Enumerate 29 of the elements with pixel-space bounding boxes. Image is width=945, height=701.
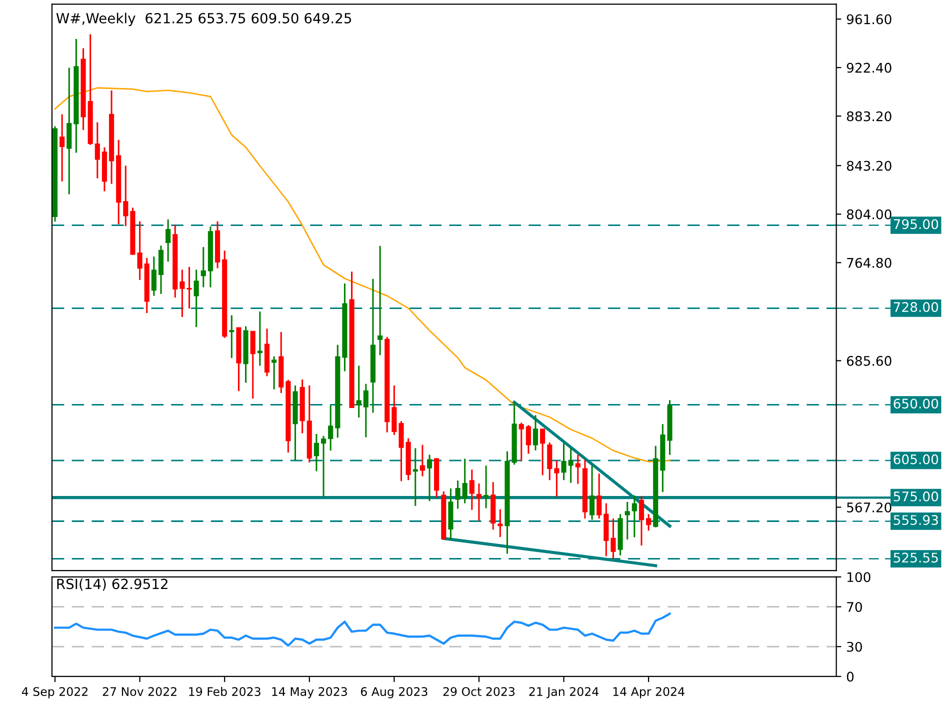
x-tick-label: 29 Oct 2023 xyxy=(443,687,515,696)
y-tick-label: 100 xyxy=(847,572,870,582)
y-tick-label: 883.20 xyxy=(846,111,892,122)
y-tick-label: 30 xyxy=(847,642,862,652)
y-tick-label: 764.80 xyxy=(847,258,892,268)
ref-line-label: 575.00 xyxy=(894,491,938,502)
y-tick-label: 0 xyxy=(846,672,854,682)
x-tick-label: 21 Jan 2024 xyxy=(529,687,598,698)
text: W#,Weekly 621.25 653.75 609.50 649.25 xyxy=(56,12,352,26)
ref-line-label: 555.93 xyxy=(894,515,938,526)
y-tick-label: 843.20 xyxy=(846,160,892,171)
x-tick-label: 27 Nov 2022 xyxy=(102,687,176,696)
x-tick-label: 14 May 2023 xyxy=(272,687,347,698)
chart-title: RSI(14) 62.9512 xyxy=(57,578,168,591)
y-tick-label: 685.60 xyxy=(846,356,892,366)
y-tick-label: 922.40 xyxy=(846,62,892,73)
ref-line-label: 728.00 xyxy=(894,302,938,312)
x-tick-label: 4 Sep 2022 xyxy=(22,687,88,698)
ref-line-label: 795.00 xyxy=(894,219,938,230)
x-tick-label: 6 Aug 2023 xyxy=(360,687,428,698)
x-tick-label: 14 Apr 2024 xyxy=(613,687,684,698)
y-tick-label: 70 xyxy=(847,602,862,612)
x-tick-label: 19 Feb 2023 xyxy=(189,686,260,696)
y-tick-label: 961.60 xyxy=(846,14,892,24)
ref-line-label: 650.00 xyxy=(894,398,938,409)
ref-line-label: 605.00 xyxy=(894,454,938,464)
y-tick-label: 804.00 xyxy=(846,209,892,220)
ref-line-label: 525.55 xyxy=(894,552,938,563)
y-tick-label: 567.20 xyxy=(847,502,892,512)
